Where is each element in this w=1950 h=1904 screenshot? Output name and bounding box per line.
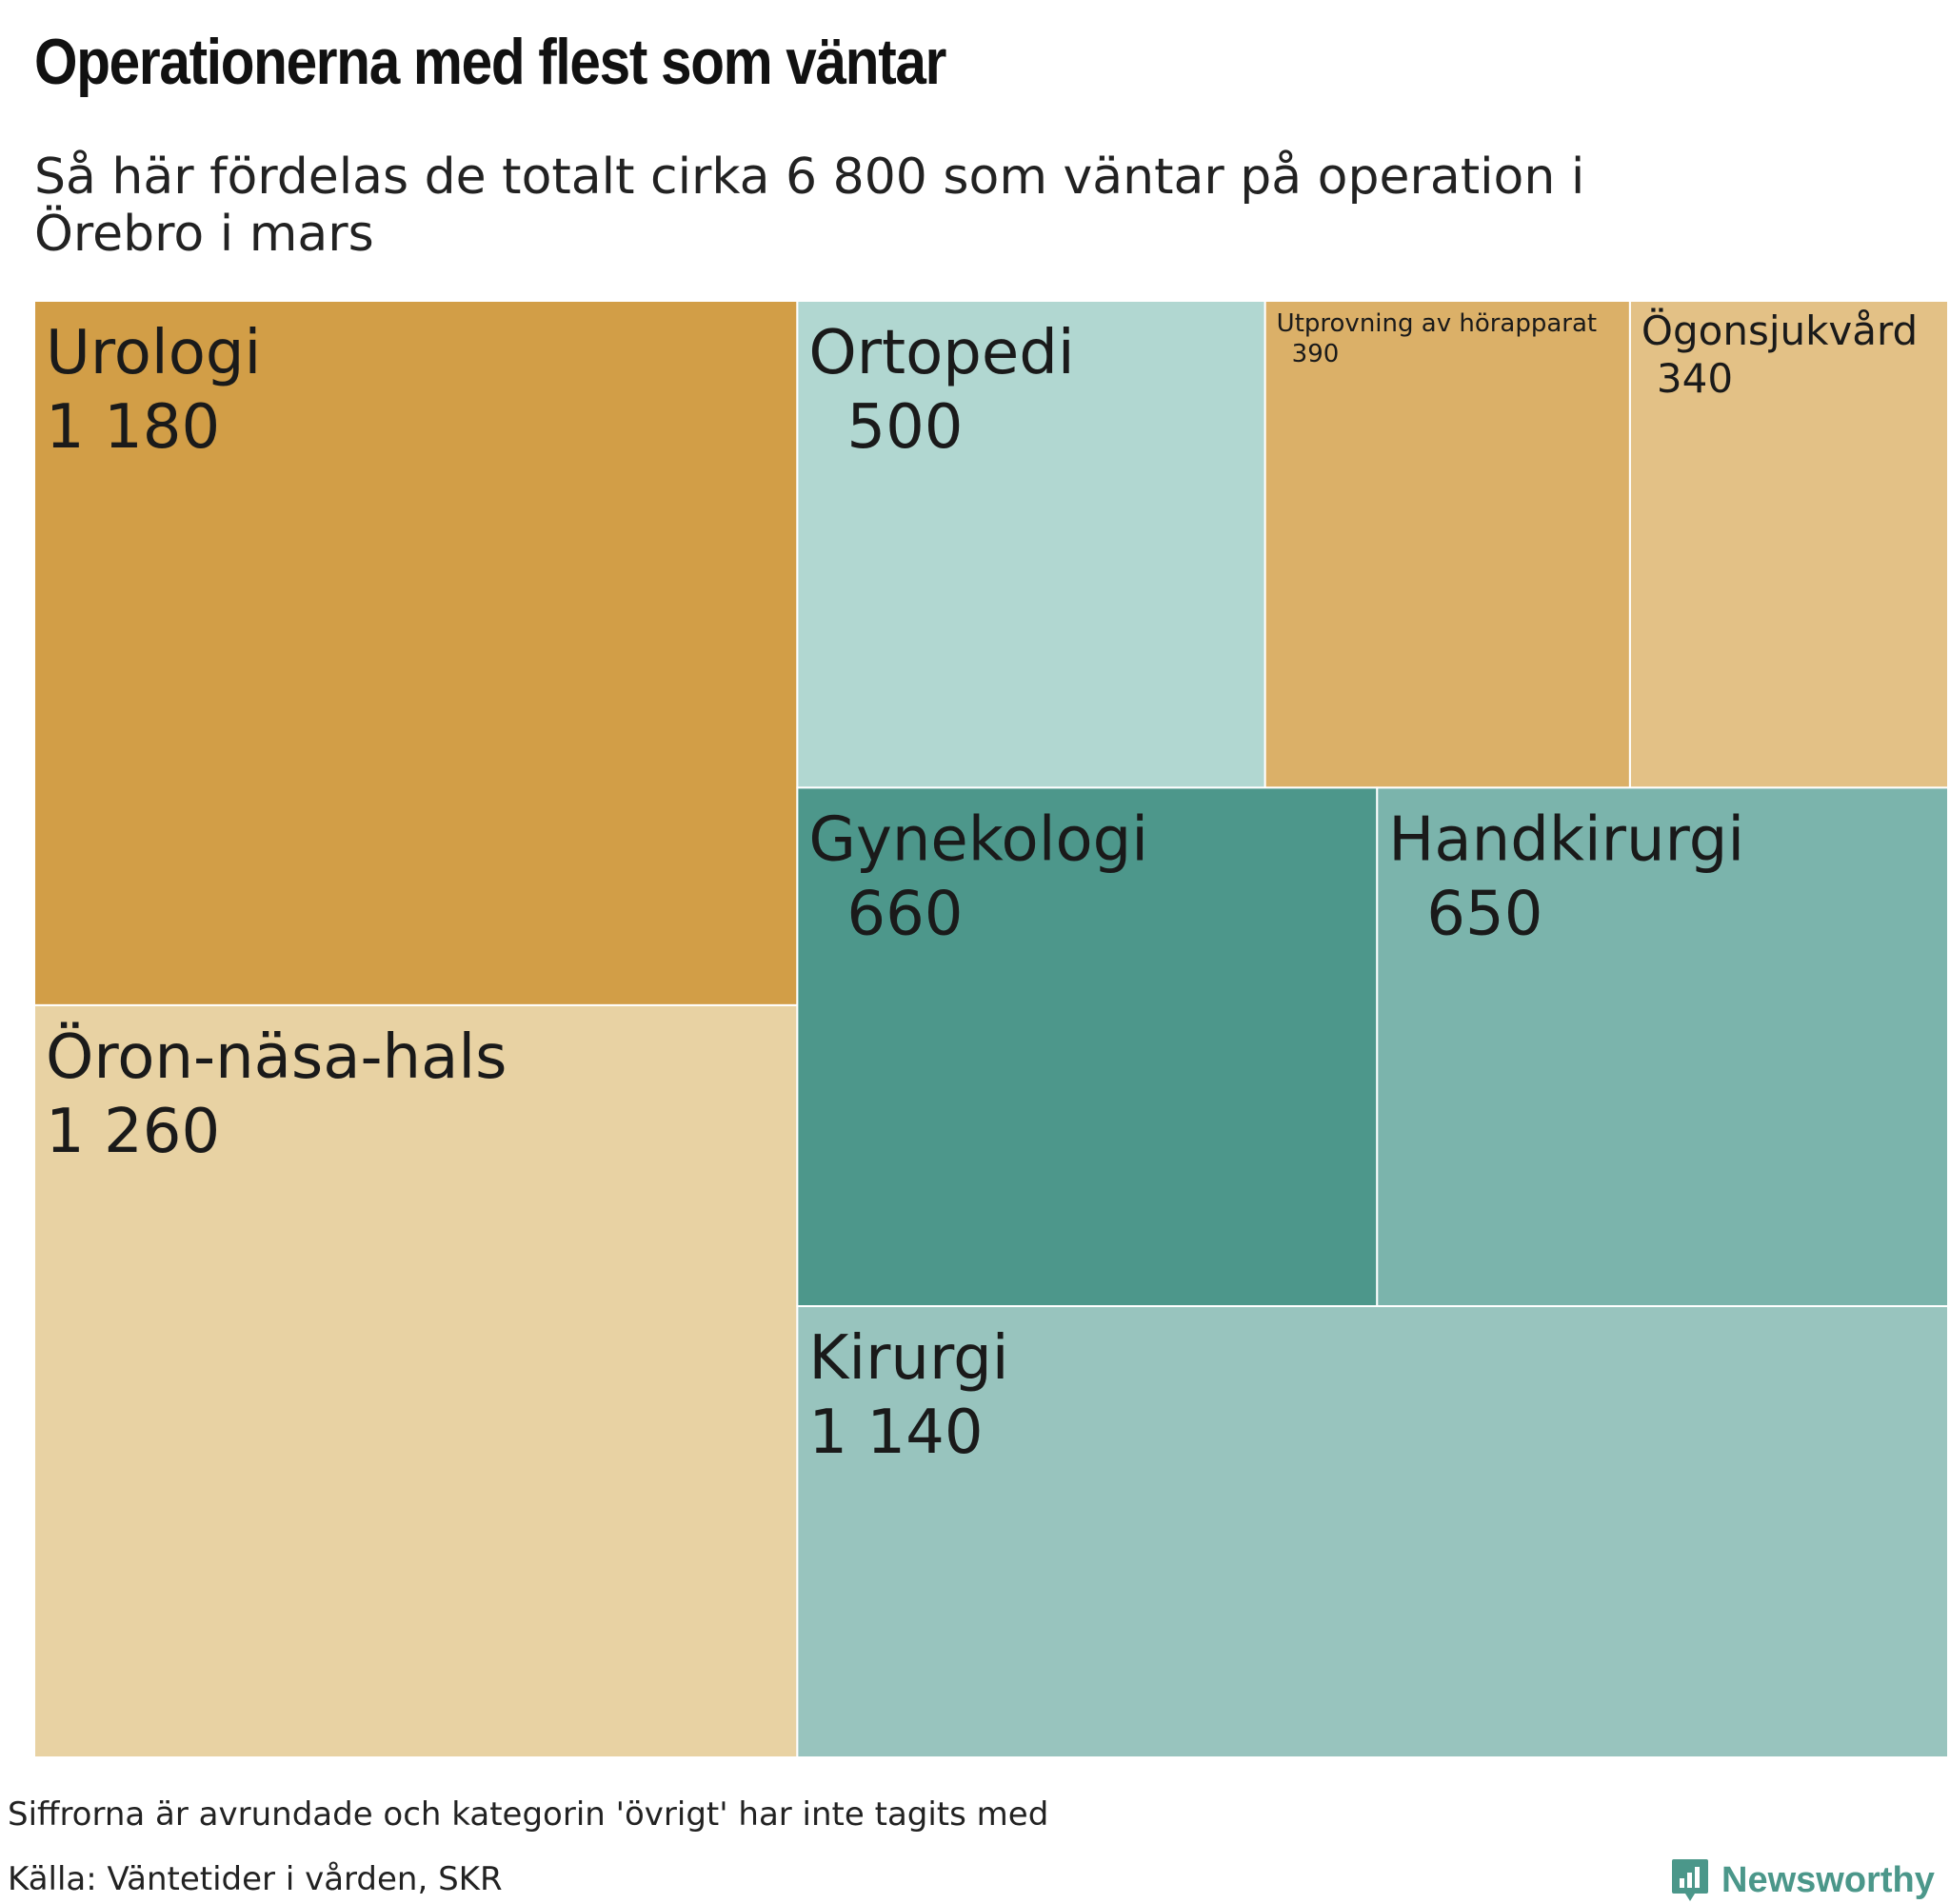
cell-value: 390 — [1292, 340, 1340, 368]
cell-label: Handkirurgi — [1388, 804, 1744, 875]
cell-value: 650 — [1426, 879, 1542, 949]
treemap-rect-oron-nasa-hals — [33, 1003, 799, 1759]
cell-label: Utprovning av hörapparat — [1277, 309, 1597, 338]
cell-value: 340 — [1657, 355, 1733, 402]
cell-label: Ortopedi — [808, 318, 1074, 388]
cell-label: Urologi — [46, 318, 261, 388]
cell-value: 500 — [846, 392, 963, 463]
treemap-rect-utprovning-av-horapparat — [1264, 300, 1631, 789]
treemap-rect-handkirurgi — [1376, 786, 1949, 1308]
cell-label: Ögonsjukvård — [1642, 307, 1918, 354]
newsworthy-logo: Newsworthy — [1670, 1856, 1935, 1904]
cell-value: 1 260 — [46, 1097, 220, 1167]
cell-value: 1 140 — [808, 1398, 983, 1468]
cell-value: 660 — [846, 879, 963, 949]
cell-label: Kirurgi — [808, 1323, 1008, 1394]
treemap-rect-gynekologi — [796, 786, 1379, 1308]
cell-label: Öron-näsa-hals — [46, 1021, 507, 1093]
chart-title: Operationerna med flest som väntar — [34, 26, 946, 98]
newsworthy-logo-icon — [1672, 1859, 1708, 1901]
treemap-rect-ogonsjukvard — [1628, 300, 1949, 789]
treemap-rect-kirurgi — [796, 1305, 1949, 1758]
footnote: Siffrorna är avrundade och kategorin 'öv… — [8, 1795, 1049, 1834]
source-note: Källa: Väntetider i vården, SKR — [8, 1860, 503, 1898]
cell-value: 1 180 — [46, 392, 220, 463]
brand-name: Newsworthy — [1721, 1859, 1935, 1900]
cell-label: Gynekologi — [808, 804, 1148, 875]
treemap-rect-ortopedi — [796, 300, 1266, 789]
chart-subtitle: Så här fördelas de totalt cirka 6 800 so… — [34, 149, 1585, 263]
